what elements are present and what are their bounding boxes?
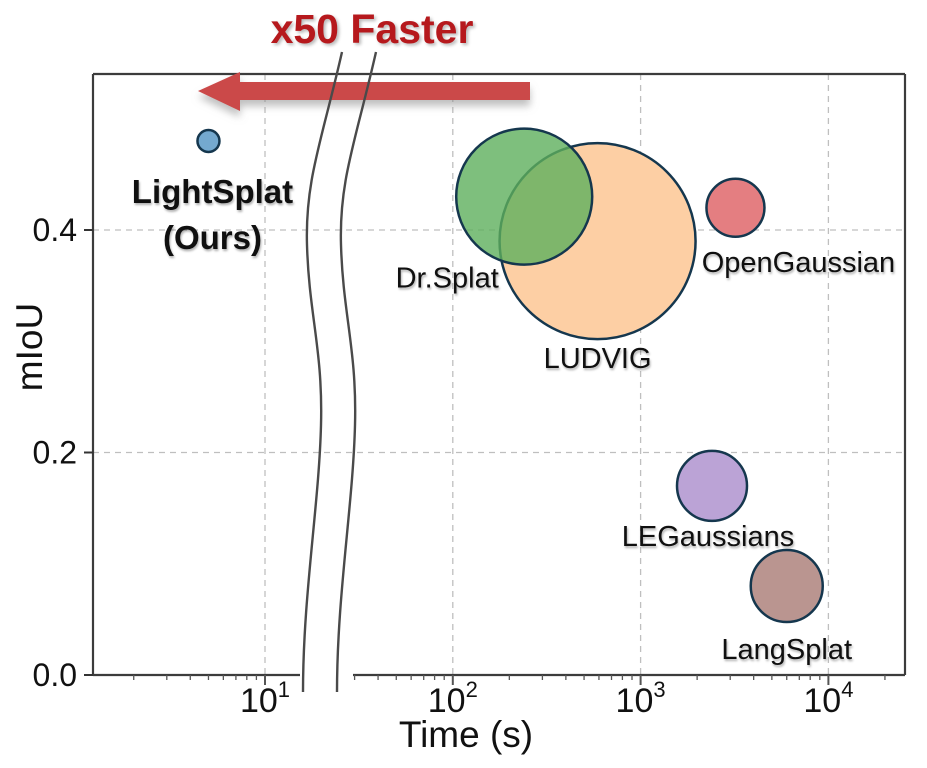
bubble-drsplat bbox=[454, 127, 594, 266]
axis-break-marks bbox=[301, 51, 378, 693]
plot-frame bbox=[91, 72, 907, 677]
bubble-label-lightsplat: LightSplat (Ours) bbox=[132, 173, 293, 256]
bubbles bbox=[196, 127, 824, 624]
bubble-legaussians bbox=[675, 449, 749, 523]
axis-ticks bbox=[84, 229, 886, 685]
bubble-langsplat bbox=[749, 548, 824, 624]
bubble-opengaussian bbox=[705, 177, 766, 238]
x-tick-label: 103 bbox=[616, 677, 666, 720]
left-arrow-icon bbox=[198, 72, 530, 111]
y-tick-label: 0.4 bbox=[33, 212, 77, 248]
x-tick-label: 104 bbox=[803, 677, 853, 720]
x-tick-label: 101 bbox=[240, 677, 290, 720]
axis-break-line bbox=[301, 51, 344, 693]
y-tick-label: 0.0 bbox=[33, 657, 77, 693]
figure-title: x50 Faster bbox=[270, 6, 474, 52]
x-tick-label: 102 bbox=[428, 677, 478, 720]
y-tick-label: 0.2 bbox=[33, 435, 77, 471]
bubble-label-ludvig: LUDVIG bbox=[544, 343, 652, 375]
axis-break-line bbox=[335, 51, 378, 693]
tick-labels: 0.0 0.2 0.4 101 102 103 104 bbox=[33, 212, 854, 720]
bubble-label-langsplat: LangSplat bbox=[721, 634, 852, 666]
x-axis-title: Time (s) bbox=[398, 714, 534, 755]
gridlines bbox=[93, 74, 905, 675]
bubble-labels: LightSplat (Ours) LUDVIG Dr.Splat OpenGaussi… bbox=[132, 173, 895, 666]
bubble-label-opengaussian: OpenGaussian bbox=[702, 247, 895, 279]
bubble-label-legaussians: LEGaussians bbox=[622, 521, 795, 553]
x50-faster-arrow bbox=[198, 72, 530, 111]
bubble-label-drsplat: Dr.Splat bbox=[396, 263, 499, 295]
bubble-lightsplat bbox=[196, 128, 221, 154]
